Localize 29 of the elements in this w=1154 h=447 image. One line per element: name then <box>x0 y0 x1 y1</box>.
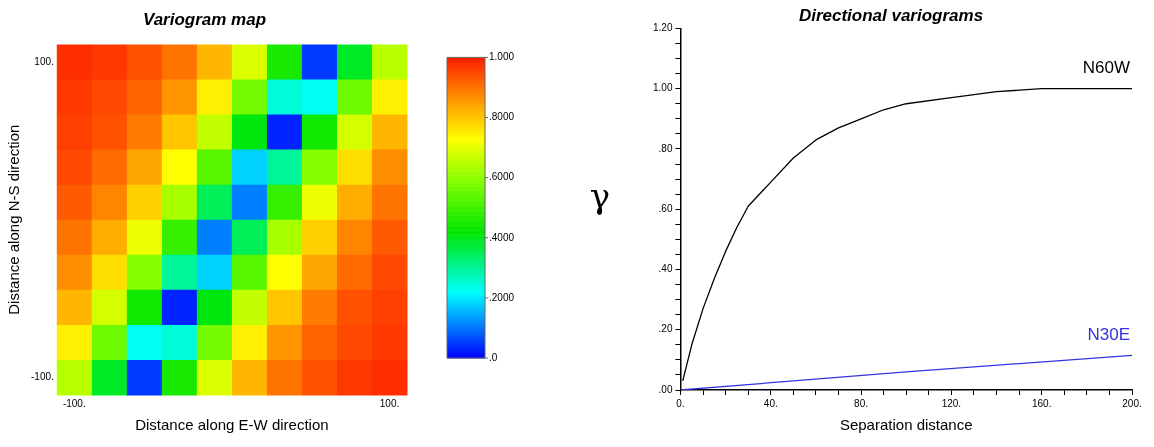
y-tick-label: 1.20 <box>652 22 673 34</box>
chart-title: Directional variograms <box>798 5 984 25</box>
color-bar-label: .8000 <box>489 111 515 123</box>
x-tick-label: 200. <box>1122 397 1142 409</box>
series-label: N60W <box>1082 57 1130 77</box>
y-tick-label: 1.00 <box>652 82 673 94</box>
y-axis-title: γ <box>589 176 611 217</box>
x-tick-label: 40. <box>763 397 778 409</box>
color-bar-label: 1.000 <box>489 51 515 63</box>
y-tick-label: .20 <box>658 323 673 335</box>
y-tick-label: .00 <box>658 383 673 395</box>
y-axis-title: Distance along N-S direction <box>5 124 23 315</box>
x-tick-label: 0. <box>676 397 685 409</box>
y-tick-label: .60 <box>658 202 673 214</box>
x-tick-label: 160. <box>1031 397 1052 409</box>
chart-title: Variogram map <box>142 9 267 29</box>
y-tick-label: .40 <box>658 263 673 275</box>
color-bar-label: .0 <box>489 351 498 363</box>
series-label: N30E <box>1087 324 1130 344</box>
color-bar-label: .2000 <box>489 291 515 303</box>
color-bar-label: .4000 <box>489 231 515 243</box>
color-bar-label: .6000 <box>489 171 515 183</box>
x-axis-title: Separation distance <box>839 416 973 434</box>
x-tick-label: 80. <box>854 397 869 409</box>
x-axis-title: Distance along E-W direction <box>135 416 329 434</box>
x-tick-label: -100. <box>62 397 86 409</box>
x-tick-label: 100. <box>379 397 400 409</box>
y-tick-label: .80 <box>658 142 673 154</box>
x-tick-label: 120. <box>941 397 962 409</box>
